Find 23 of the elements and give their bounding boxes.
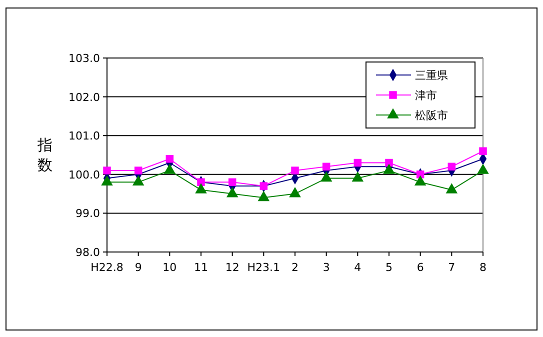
x-tick-label: 8 — [480, 261, 486, 274]
x-tick-label: 11 — [194, 261, 208, 274]
x-tick-label: 4 — [354, 261, 362, 274]
x-tick-label: 2 — [292, 261, 298, 274]
y-tick-label: 100.0 — [68, 168, 100, 182]
legend-label: 三重県 — [415, 69, 448, 82]
x-tick-label: H23.1 — [247, 261, 280, 274]
y-tick-label: 103.0 — [68, 52, 100, 65]
x-tick-label: 9 — [134, 261, 142, 274]
x-tick-label: 12 — [225, 261, 240, 274]
x-tick-label: H22.8 — [90, 261, 124, 274]
x-tick-label: 3 — [322, 261, 330, 274]
y-tick-label: 98.0 — [76, 246, 100, 259]
y-axis-title: 指数 — [36, 136, 52, 174]
x-tick-label: 7 — [448, 261, 456, 274]
legend-label: 津市 — [415, 89, 437, 102]
legend-label: 松阪市 — [415, 109, 448, 122]
y-tick-label: 101.0 — [68, 130, 100, 143]
y-tick-label: 102.0 — [68, 90, 100, 104]
x-tick-label: 6 — [416, 261, 424, 274]
y-tick-label: 99.0 — [76, 207, 100, 220]
x-tick-label: 10 — [162, 261, 177, 274]
x-tick-label: 5 — [386, 261, 392, 274]
